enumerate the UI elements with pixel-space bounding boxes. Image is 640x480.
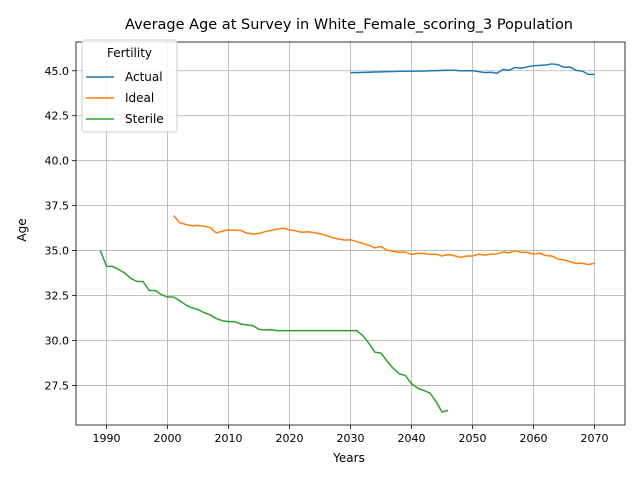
x-tick-label: 2060 — [520, 432, 548, 445]
y-axis-label: Age — [15, 218, 29, 241]
x-tick-label: 2000 — [154, 432, 182, 445]
series-line-actual — [350, 63, 595, 76]
x-tick-label: 1990 — [93, 432, 121, 445]
legend-title: Fertility — [107, 46, 152, 60]
y-tick-label: 30.0 — [45, 334, 70, 347]
x-tick-label: 2040 — [398, 432, 426, 445]
legend-box — [81, 39, 178, 133]
series-line-ideal — [173, 215, 595, 266]
legend-label-ideal: Ideal — [125, 91, 154, 105]
y-tick-label: 37.5 — [45, 200, 70, 213]
plot-frame — [75, 41, 626, 426]
x-tick-label: 2020 — [276, 432, 304, 445]
series-line-sterile — [99, 250, 449, 413]
legend-label-actual: Actual — [125, 70, 163, 84]
x-tick-label: 2050 — [459, 432, 487, 445]
y-tick-label: 45.0 — [45, 65, 70, 78]
grid-lines — [76, 42, 625, 425]
y-tick-label: 40.0 — [45, 155, 70, 168]
x-tick-label: 2030 — [337, 432, 365, 445]
x-tick-label: 2010 — [215, 432, 243, 445]
axes: 1990 2000 2010 2020 2030 2040 2050 2060 2070 27.5… — [45, 41, 626, 445]
y-tick-label: 32.5 — [45, 290, 70, 303]
y-tick-label: 42.5 — [45, 110, 70, 123]
legend-label-sterile: Sterile — [125, 112, 164, 126]
y-tick-label: 27.5 — [45, 379, 70, 392]
x-axis-label: Years — [332, 451, 365, 465]
legend: Fertility Actual Ideal Sterile — [81, 39, 178, 133]
chart-title: Average Age at Survey in White_Female_sc… — [125, 17, 573, 33]
plot-area — [99, 63, 595, 413]
x-tick-label: 2070 — [581, 432, 609, 445]
y-tick-label: 35.0 — [45, 245, 70, 258]
